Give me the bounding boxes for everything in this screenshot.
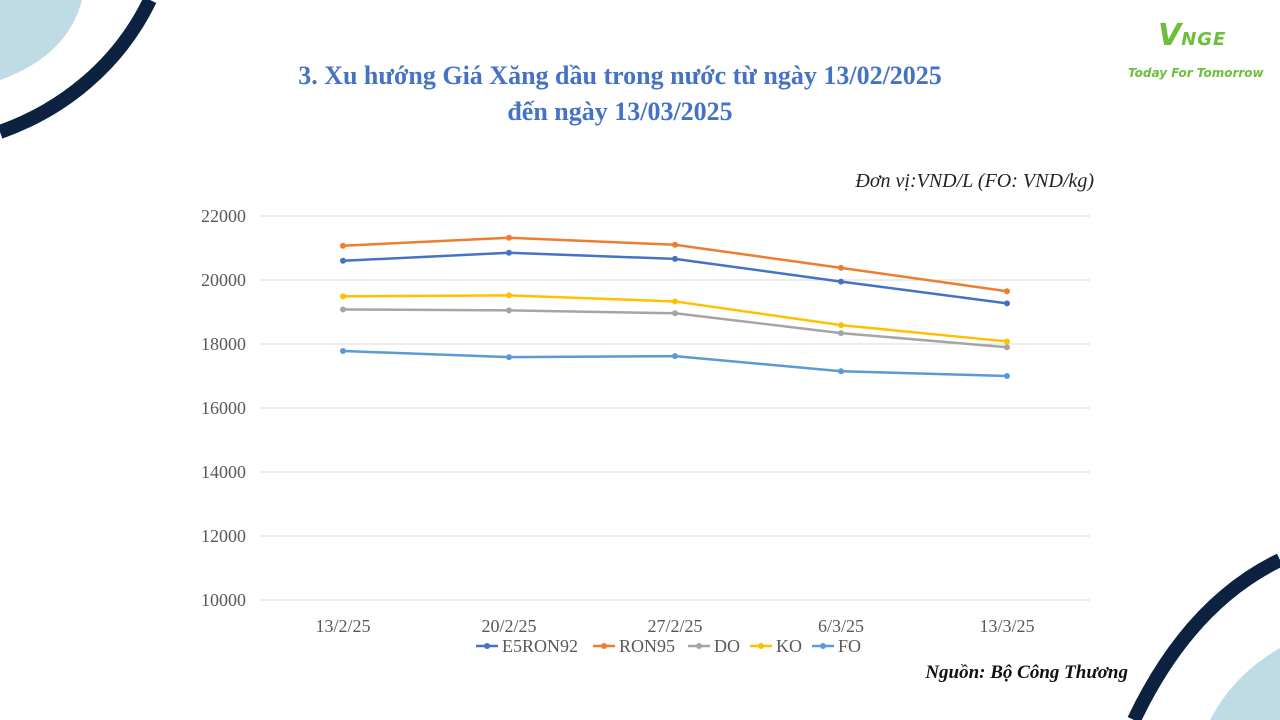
- data-point-ron95: [340, 242, 346, 249]
- logo-tagline: Today For Tomorrow: [1128, 66, 1264, 80]
- decor-bottom-right-navy-arc: [1127, 553, 1280, 720]
- x-tick-label: 6/3/25: [818, 616, 864, 636]
- y-tick-label: 22000: [201, 206, 246, 226]
- data-point-ko: [838, 322, 844, 329]
- unit-note: Đơn vị:VND/L (FO: VND/kg): [855, 170, 1094, 192]
- logo-mark-v: V: [1158, 18, 1182, 53]
- data-point-fo: [506, 354, 512, 361]
- legend-swatch-marker: [484, 643, 490, 649]
- y-tick-label: 20000: [201, 270, 246, 290]
- x-tick-label: 27/2/25: [647, 616, 702, 636]
- decor-bottom-right-light-shape: [1210, 648, 1280, 720]
- y-tick-label: 12000: [201, 526, 246, 546]
- x-tick-label: 13/2/25: [315, 616, 370, 636]
- y-tick-label: 16000: [201, 398, 246, 418]
- data-point-do: [1004, 344, 1010, 351]
- x-tick-label: 20/2/25: [481, 616, 536, 636]
- data-point-e5ron92: [506, 249, 512, 256]
- data-point-e5ron92: [340, 257, 346, 264]
- legend-item-do: DO: [688, 636, 740, 656]
- slide-title-line-2: đến ngày 13/03/2025: [507, 97, 733, 126]
- data-point-do: [506, 307, 512, 314]
- data-point-ron95: [1004, 288, 1010, 295]
- logo-mark-rest: NGE: [1181, 29, 1227, 50]
- data-point-ko: [1004, 338, 1010, 345]
- data-point-ko: [340, 293, 346, 300]
- legend-label: FO: [838, 636, 861, 656]
- data-point-fo: [672, 353, 678, 360]
- data-point-e5ron92: [672, 255, 678, 262]
- legend-label: KO: [776, 636, 802, 656]
- y-tick-label: 18000: [201, 334, 246, 354]
- legend-item-ron95: RON95: [593, 636, 675, 656]
- y-tick-label: 10000: [201, 590, 246, 610]
- x-tick-label: 13/3/25: [979, 616, 1034, 636]
- data-point-do: [672, 310, 678, 317]
- slide-title-line-1: 3. Xu hướng Giá Xăng dầu trong nước từ n…: [298, 61, 942, 90]
- legend-swatch-marker: [601, 643, 607, 649]
- legend-label: DO: [714, 636, 740, 656]
- data-point-do: [838, 330, 844, 337]
- y-tick-label: 14000: [201, 462, 246, 482]
- data-point-ko: [506, 292, 512, 299]
- legend-item-fo: FO: [812, 636, 861, 656]
- legend-label: E5RON92: [502, 636, 578, 656]
- legend-item-e5ron92: E5RON92: [476, 636, 578, 656]
- data-point-fo: [340, 348, 346, 355]
- legend-label: RON95: [619, 636, 675, 656]
- decor-top-left-navy-arc: [0, 0, 157, 139]
- data-point-do: [340, 306, 346, 313]
- data-point-fo: [838, 368, 844, 375]
- data-point-e5ron92: [838, 278, 844, 285]
- company-logo: VNGE Today For Tomorrow: [1122, 18, 1272, 88]
- logo-mark: VNGE: [1158, 18, 1226, 53]
- legend-swatch-marker: [758, 643, 764, 649]
- data-point-e5ron92: [1004, 300, 1010, 307]
- data-point-ron95: [838, 264, 844, 271]
- legend-item-ko: KO: [750, 636, 802, 656]
- data-point-ron95: [506, 234, 512, 241]
- data-point-ron95: [672, 241, 678, 248]
- source-note: Nguồn: Bộ Công Thương: [925, 662, 1128, 683]
- price-trend-chart: 10000 12000 14000 16000 18000 20000 22000 13/2/…: [201, 206, 1090, 656]
- legend-swatch-marker: [696, 643, 702, 649]
- legend-swatch-marker: [820, 643, 826, 649]
- slide-title: 3. Xu hướng Giá Xăng dầu trong nước từ n…: [190, 58, 1050, 130]
- decor-top-left-light-shape: [0, 0, 82, 80]
- data-point-ko: [672, 298, 678, 305]
- data-point-fo: [1004, 373, 1010, 379]
